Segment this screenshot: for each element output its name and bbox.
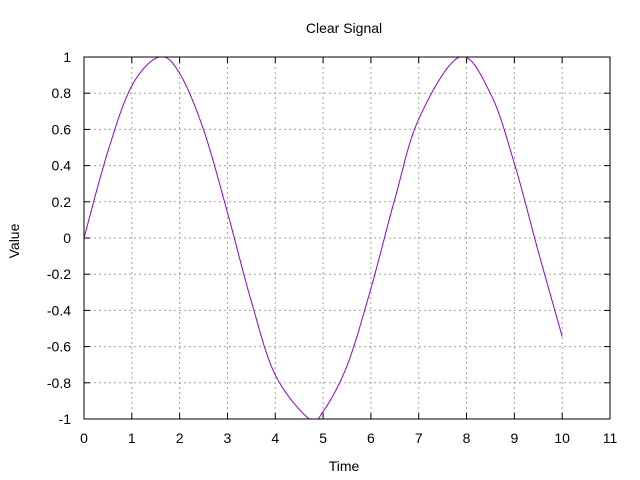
y-tick-label: 0.4 [52, 158, 72, 174]
x-tick-label: 11 [603, 430, 618, 446]
y-axis-label: Value [6, 223, 22, 258]
chart-title: Clear Signal [306, 20, 382, 36]
y-tick-label: 0 [63, 230, 71, 246]
x-tick-label: 0 [80, 430, 88, 446]
x-tick-label: 4 [271, 430, 279, 446]
y-tick-label: 0.2 [52, 194, 72, 210]
y-tick-label: 0.8 [52, 85, 72, 101]
x-tick-labels: 0 1 2 3 4 5 6 7 8 9 10 11 [80, 430, 617, 446]
y-tick-label: -0.8 [47, 375, 71, 391]
y-tick-labels: -1 -0.8 -0.6 -0.4 -0.2 0 0.2 0.4 0.6 0.8 1 [47, 49, 71, 427]
x-tick-label: 8 [463, 430, 471, 446]
y-tick-label: -0.6 [47, 339, 71, 355]
y-tick-label: 1 [63, 49, 71, 65]
y-tick-label: -0.2 [47, 266, 71, 282]
x-tick-label: 10 [554, 430, 570, 446]
plot-frame [83, 56, 611, 420]
y-tick-label: 0.6 [52, 121, 72, 137]
x-tick-label: 6 [367, 430, 375, 446]
x-tick-label: 3 [224, 430, 232, 446]
x-tick-label: 5 [319, 430, 327, 446]
y-tick-label: -1 [59, 411, 72, 427]
grid-lines [84, 57, 610, 419]
x-tick-label: 2 [176, 430, 184, 446]
x-axis-label: Time [329, 458, 360, 474]
x-tick-label: 7 [415, 430, 423, 446]
x-tick-label: 1 [128, 430, 136, 446]
y-tick-label: -0.4 [47, 302, 71, 318]
x-tick-label: 9 [510, 430, 518, 446]
